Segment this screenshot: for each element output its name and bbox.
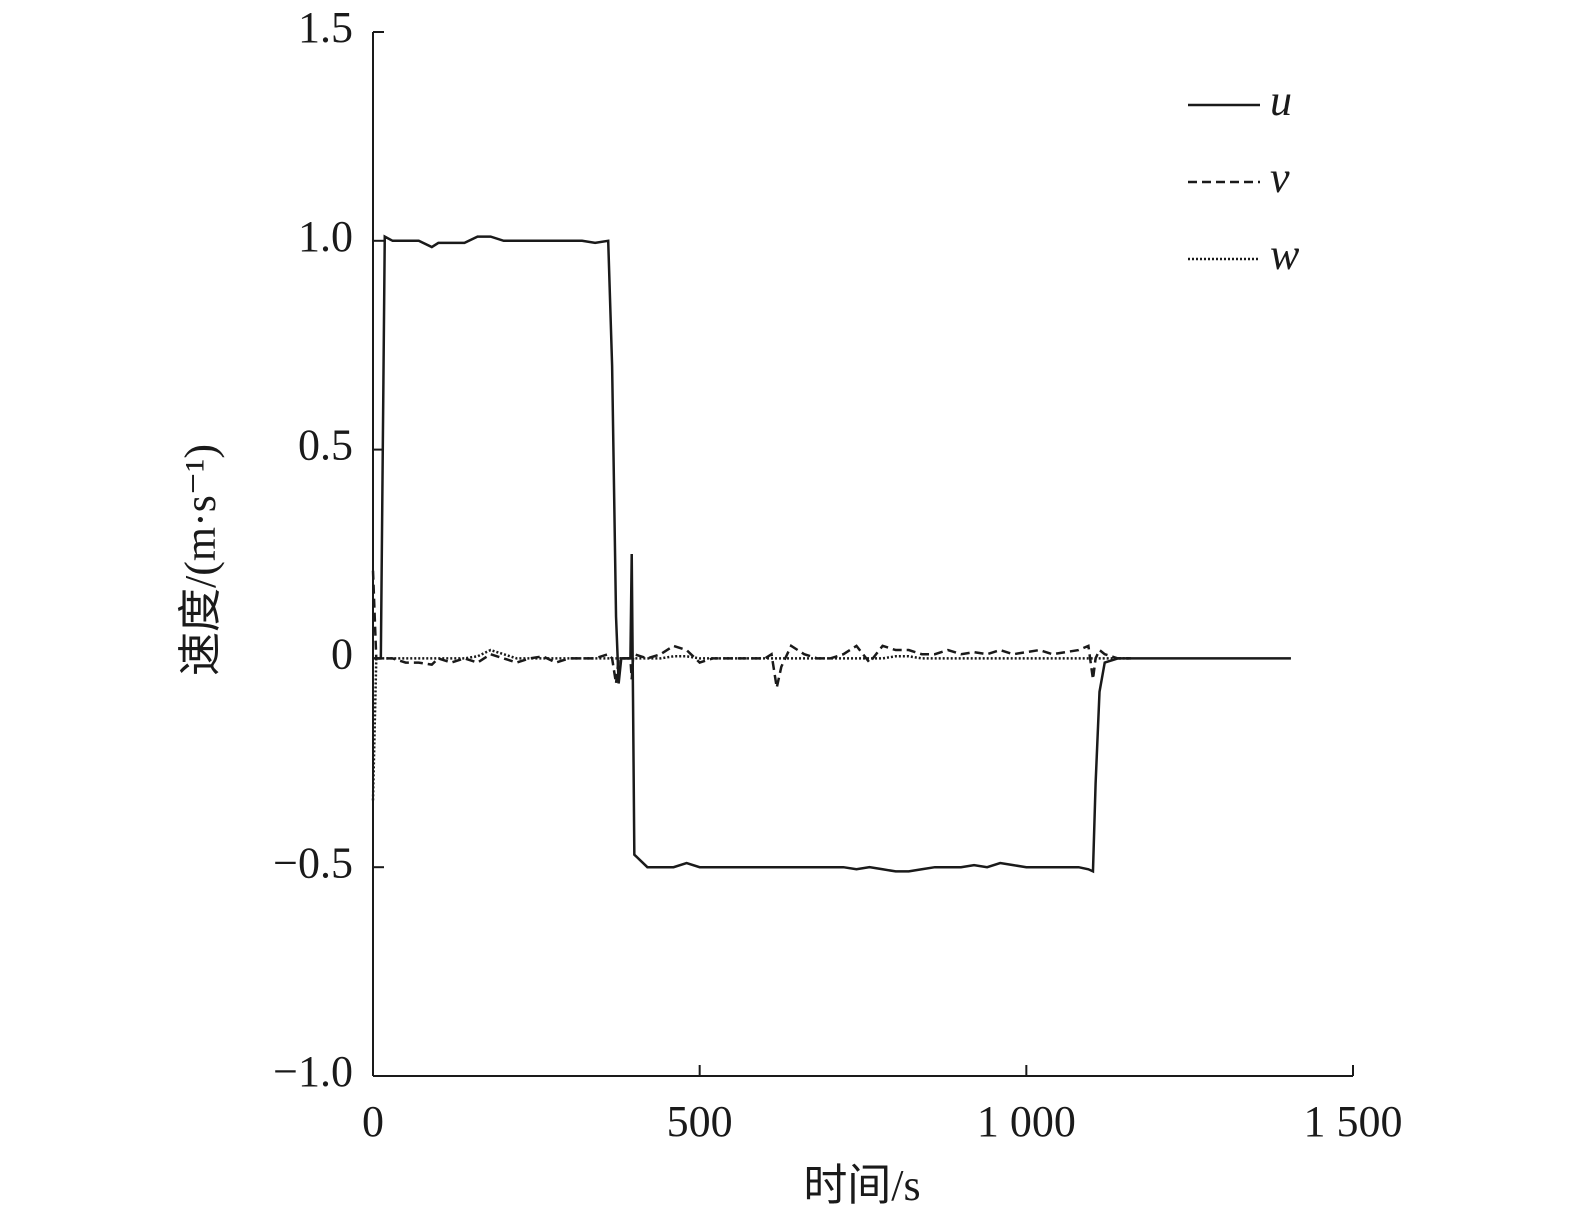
y-tick-label: 1.5: [298, 3, 353, 52]
series-line: [371, 648, 1131, 801]
series-line: [373, 234, 1291, 874]
x-axis-title: 时间/s: [803, 1161, 920, 1210]
x-tick-label: 1 500: [1304, 1097, 1403, 1146]
legend-label: w: [1270, 230, 1300, 279]
y-axis-title: 速度/(m·s⁻¹): [176, 444, 225, 676]
x-tick-label: 0: [362, 1097, 384, 1146]
legend-label: u: [1270, 76, 1292, 125]
legend-label: v: [1270, 153, 1290, 202]
x-tick-label: 500: [667, 1097, 733, 1146]
y-tick-label: −1.0: [273, 1047, 353, 1096]
series-line: [371, 570, 1131, 688]
y-tick-label: 0: [331, 629, 353, 678]
x-tick-label: 1 000: [977, 1097, 1076, 1146]
y-tick-label: −0.5: [273, 838, 353, 887]
y-tick-label: 0.5: [298, 421, 353, 470]
y-tick-label: 1.0: [298, 212, 353, 261]
